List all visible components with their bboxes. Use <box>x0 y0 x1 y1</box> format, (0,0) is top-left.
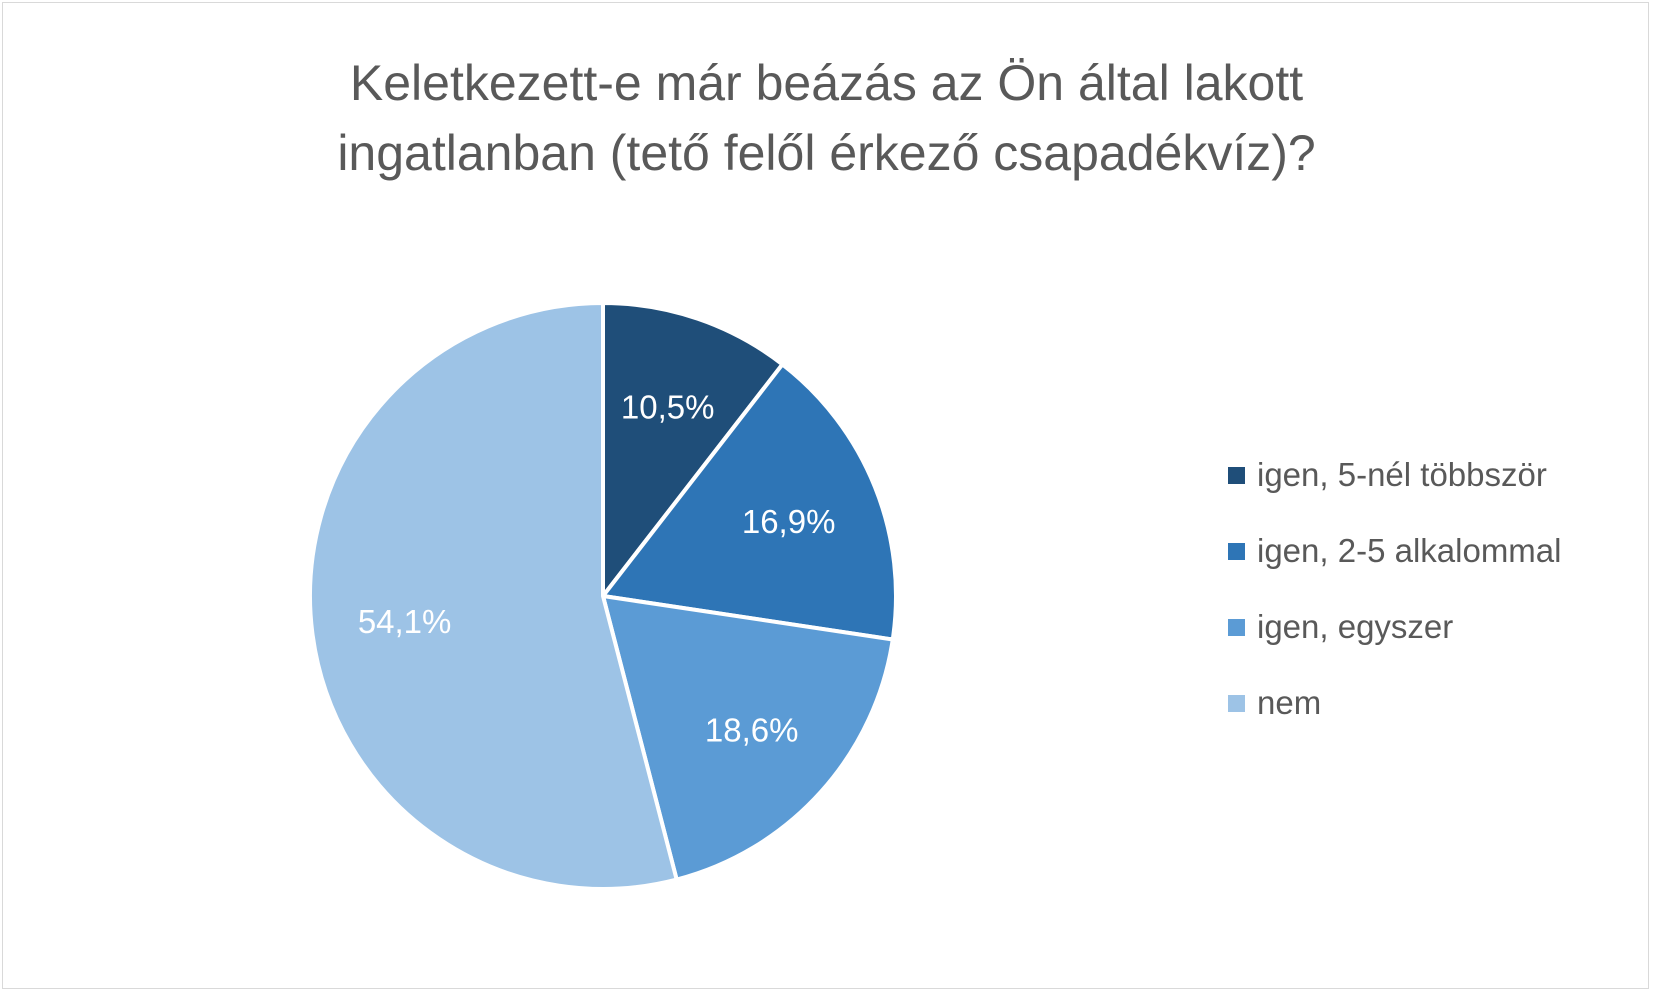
legend-label: nem <box>1257 684 1322 721</box>
legend-swatch <box>1228 619 1245 636</box>
pie-slice-1 <box>601 301 785 598</box>
legend: igen, 5-nél többször igen, 2-5 alkalomma… <box>1228 455 1561 759</box>
legend-item-igen-5-nel-tobbszor: igen, 5-nél többször <box>1228 455 1561 531</box>
legend-label: igen, 2-5 alkalommal <box>1257 532 1562 569</box>
chart-title-line-2: ingatlanban (tető felől érkező csapadékv… <box>337 125 1316 181</box>
pie-slice-3 <box>601 594 895 882</box>
legend-label: igen, egyszer <box>1257 608 1454 645</box>
legend-label: igen, 5-nél többször <box>1257 456 1547 493</box>
legend-item-igen-egyszer: igen, egyszer <box>1228 607 1561 683</box>
pie-slice-4 <box>308 301 679 891</box>
data-label-3: 18,6% <box>705 711 799 748</box>
legend-swatch <box>1228 543 1245 560</box>
data-label-2: 16,9% <box>742 503 836 540</box>
pie-slice-2 <box>601 362 898 642</box>
legend-swatch <box>1228 695 1245 712</box>
chart-title: Keletkezett-e már beázás az Ön által lak… <box>0 48 1653 188</box>
data-label-4: 54,1% <box>358 603 452 640</box>
legend-item-nem: nem <box>1228 683 1561 759</box>
legend-item-igen-2-5-alkalommal: igen, 2-5 alkalommal <box>1228 531 1561 607</box>
legend-swatch <box>1228 467 1245 484</box>
data-label-1: 10,5% <box>621 388 715 425</box>
chart-title-line-1: Keletkezett-e már beázás az Ön által lak… <box>349 55 1304 111</box>
